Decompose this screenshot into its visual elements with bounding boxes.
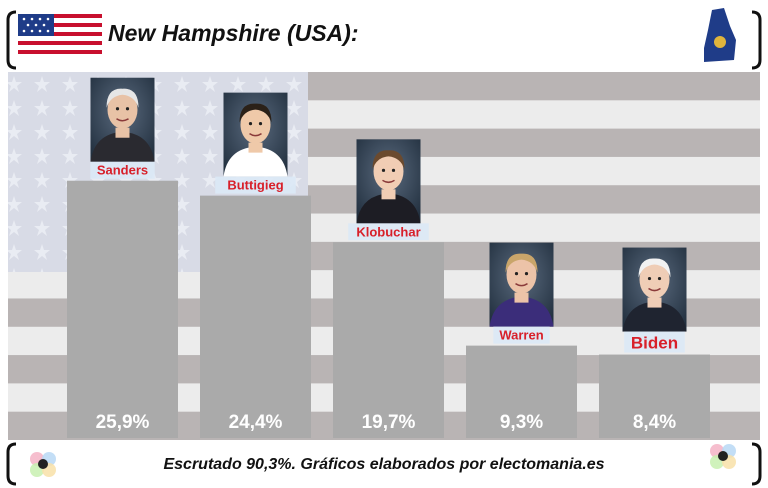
usa-flag-icon [18,14,102,56]
chart-title: New Hampshire (USA): [108,20,358,46]
header: New Hampshire (USA): Primaria demócrata 1… [6,8,762,70]
electomania-logo-icon [30,452,56,477]
portrait-buttigieg [223,92,288,177]
name-label-sanders: Sanders [97,163,148,178]
name-label-biden: Biden [631,334,678,353]
bar-buttigieg [200,195,311,438]
bar-klobuchar [333,242,444,438]
new-hampshire-map-icon [704,8,736,62]
name-label-klobuchar: Klobuchar [356,224,420,239]
chart-title-line: New Hampshire (USA): Primaria demócrata 1… [108,20,661,46]
portrait-sanders [90,77,155,162]
value-label-sanders: 25,9% [96,412,150,433]
portrait-biden [622,247,687,332]
name-label-box-klobuchar [348,223,429,241]
name-label-box-biden [624,331,685,353]
bar-biden [599,354,710,438]
value-labels: 25,9% 24,4% 19,7% 9,3% 8,4% [96,412,677,433]
candidate-portraits [90,77,687,332]
header-bracket-left [6,10,17,70]
bar-series [67,180,710,438]
bar-warren [466,345,577,438]
portrait-klobuchar [356,139,421,224]
chart-subtitle: Primaria demócrata 11/2/20 [364,20,660,46]
watermark-text: electomania.es [255,24,585,76]
footer-bracket-left [6,442,17,486]
name-label-box-buttigieg [215,176,296,194]
name-label-box-warren [493,326,550,344]
bar-sanders [67,180,178,438]
name-label-warren: Warren [499,328,543,343]
footer: Escrutado 90,3%. Gráficos elaborados por… [6,440,762,486]
name-label-buttigieg: Buttigieg [227,178,283,193]
value-label-warren: 9,3% [500,412,543,433]
footer-bracket-right [751,442,762,486]
value-label-biden: 8,4% [633,412,676,433]
value-label-buttigieg: 24,4% [229,412,283,433]
footer-note: Escrutado 90,3%. Gráficos elaborados por… [163,456,604,473]
name-labels: Sanders Buttigieg Klobuchar Warren Biden [90,161,685,353]
name-label-box-sanders [90,161,155,179]
electomania-logo-icon [710,444,736,469]
value-label-klobuchar: 19,7% [362,412,416,433]
header-bracket-right [751,10,762,70]
portrait-warren [489,242,554,327]
